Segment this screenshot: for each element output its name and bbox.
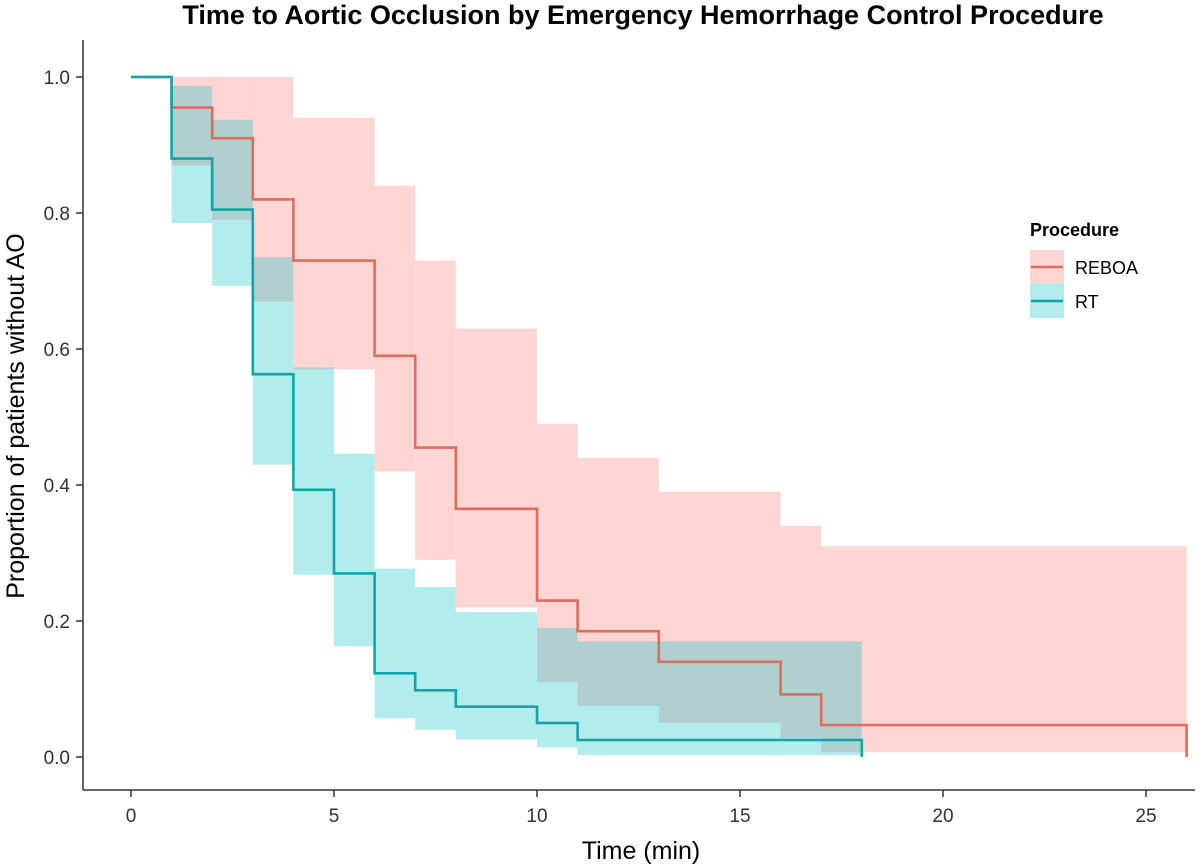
- x-tick-label: 5: [329, 806, 340, 827]
- rt-ci-band-10: [577, 641, 862, 755]
- reboa-ci-band-9: [577, 457, 659, 706]
- rt-ci-band-5: [334, 453, 375, 647]
- y-tick-label: 0.8: [44, 204, 70, 225]
- y-tick-label: 0.0: [44, 748, 70, 769]
- y-axis-title: Proportion of patients without AO: [2, 233, 30, 599]
- legend: Procedure REBOA RT: [1030, 220, 1138, 318]
- x-axis-title: Time (min): [582, 837, 701, 864]
- confidence-bands: [171, 77, 1187, 755]
- legend-title: Procedure: [1030, 220, 1119, 240]
- x-tick-label: 0: [126, 806, 137, 827]
- x-tick-label: 15: [729, 806, 750, 827]
- reboa-ci-band-10: [658, 491, 781, 723]
- rt-ci-band-9: [537, 627, 578, 748]
- survival-curves: [131, 75, 1188, 757]
- legend-label-reboa: REBOA: [1075, 258, 1138, 278]
- reboa-ci-band-4: [293, 117, 375, 370]
- x-ticks: 0 5 10 15 20 25: [126, 790, 1157, 827]
- reboa-ci-band-7: [455, 328, 537, 608]
- reboa-ci-band-5: [374, 185, 416, 472]
- rt-ci-band-8: [455, 612, 537, 740]
- reboa-ci-band-8: [537, 423, 578, 683]
- y-ticks: 0.0 0.2 0.4 0.6 0.8 1.0: [44, 68, 83, 769]
- reboa-survival-line: [131, 75, 1188, 757]
- rt-ci-band-7: [415, 587, 456, 730]
- y-tick-label: 0.2: [44, 612, 70, 633]
- legend-label-rt: RT: [1075, 292, 1099, 312]
- reboa-ci-band-12: [821, 546, 1187, 753]
- rt-ci-band-4: [293, 367, 334, 575]
- rt-ci-band-6: [374, 568, 416, 719]
- reboa-ci-band-3: [252, 77, 294, 302]
- legend-items: REBOA RT: [1030, 250, 1138, 318]
- reboa-ci-band-6: [415, 260, 456, 560]
- reboa-ci-band-11: [780, 525, 822, 738]
- rt-ci-band-2: [212, 119, 253, 286]
- axes: [82, 40, 1195, 791]
- x-tick-label: 25: [1135, 806, 1156, 827]
- x-tick-label: 20: [932, 806, 953, 827]
- y-tick-label: 1.0: [44, 68, 70, 89]
- y-tick-label: 0.6: [44, 340, 70, 361]
- x-tick-label: 10: [526, 806, 547, 827]
- rt-ci-band-3: [252, 257, 294, 465]
- reboa-ci-band-2: [212, 77, 253, 220]
- y-tick-label: 0.4: [44, 476, 71, 497]
- rt-survival-line: [131, 75, 864, 757]
- reboa-ci-band-1: [171, 77, 213, 166]
- chart-title: Time to Aortic Occlusion by Emergency He…: [182, 0, 1103, 30]
